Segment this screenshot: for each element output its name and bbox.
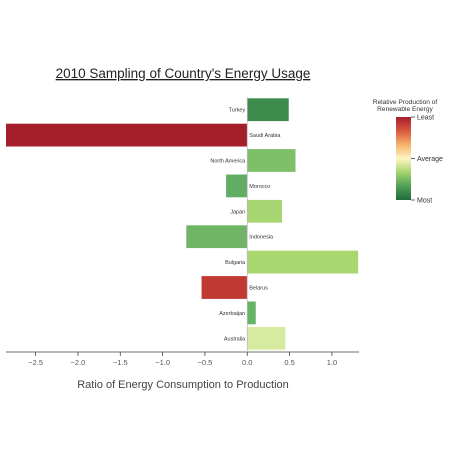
bar [247,326,286,350]
category-labels: Turkey Saudi Arabia North America Morocco Ja… [210,108,281,343]
x-tick-label: 0.0 [242,358,252,367]
x-tick-label: 1.0 [327,358,337,367]
bar-group [6,98,359,350]
category-label: Turkey [229,108,246,114]
bar [247,250,359,274]
category-label: Saudi Arabia [249,133,281,139]
colorbar-tick-label: Least [417,115,434,122]
x-axis-label: Ratio of Energy Consumption to Productio… [77,379,289,391]
bar [6,123,248,147]
category-label: North America [210,159,246,165]
bar [247,199,282,223]
x-tick-label: −1.0 [155,358,170,367]
colorbar-tick-label: Average [417,156,443,163]
category-label: Azerbaijan [219,311,245,317]
category-label: Bulgaria [225,260,246,266]
category-label: Australia [224,336,246,342]
bar [247,98,289,122]
x-tick-label: 0.5 [284,358,294,367]
category-label: Belarus [249,286,268,292]
x-tick-label: −0.5 [198,358,213,367]
category-label: Indonesia [249,235,274,241]
colorbar-ticks: Least Average Most [411,115,443,205]
colorbar-legend: Relative Production of Renewable Energy … [373,99,443,205]
category-label: Morocco [249,184,270,190]
bar [226,174,248,198]
colorbar [396,117,411,200]
chart-title: 2010 Sampling of Country's Energy Usage [56,66,311,81]
x-tick-label: −2.5 [28,358,43,367]
bar [247,149,296,172]
colorbar-title-line-2: Renewable Energy [377,106,433,113]
colorbar-title-line-1: Relative Production of [373,99,438,106]
bar [201,276,248,299]
bar [247,301,256,325]
bar [186,225,248,249]
x-tick-label: −1.5 [113,358,128,367]
category-label: Japan [230,209,245,215]
x-tick-label: −2.0 [71,358,86,367]
colorbar-tick-label: Most [417,198,432,205]
x-axis: −2.5 −2.0 −1.5 −1.0 −0.5 0.0 0.5 1.0 [6,351,359,367]
